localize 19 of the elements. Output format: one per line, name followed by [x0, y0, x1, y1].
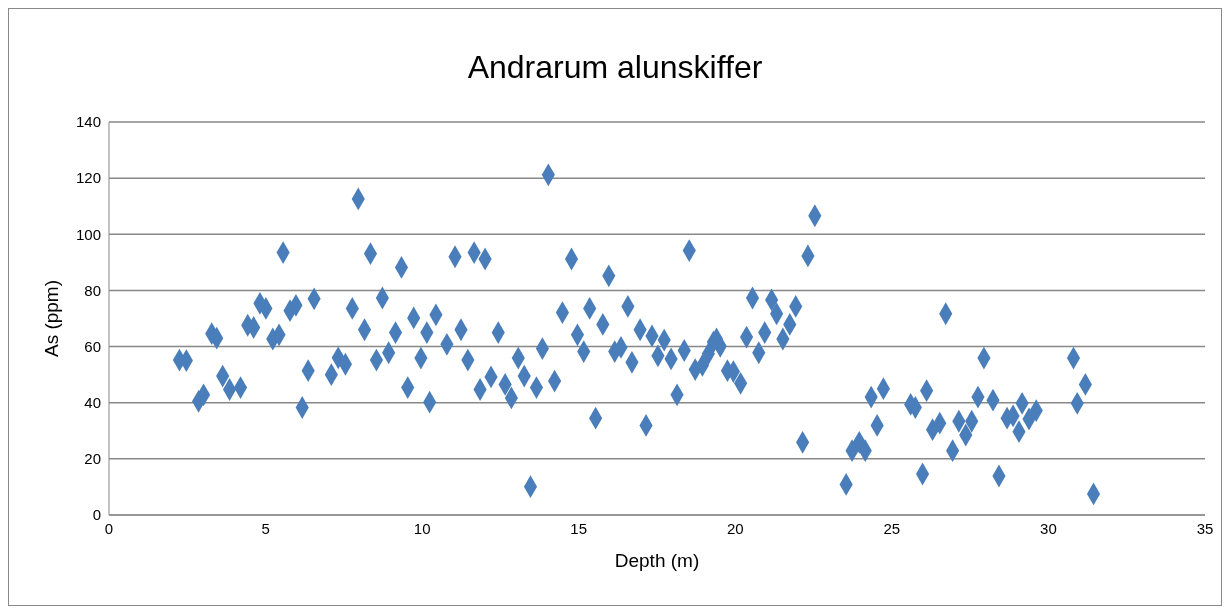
- x-tick-label: 10: [413, 519, 431, 537]
- y-tick-label: 20: [84, 450, 101, 468]
- x-tick-label: 30: [1040, 519, 1057, 537]
- x-axis-title: Depth (m): [614, 550, 700, 571]
- x-tick-label: 15: [570, 519, 588, 537]
- y-tick-label: 100: [75, 225, 101, 243]
- x-tick-label: 0: [104, 519, 114, 537]
- y-tick-label: 140: [75, 113, 101, 131]
- y-tick-label: 40: [84, 394, 101, 412]
- y-axis-title: As (ppm): [40, 279, 62, 358]
- y-tick-label: 60: [84, 337, 101, 355]
- y-tick-label: 120: [75, 169, 101, 187]
- x-tick-label: 25: [883, 519, 901, 537]
- y-tick-label: 80: [84, 281, 101, 299]
- chart-title: Andrarum alunskiffer: [466, 49, 764, 86]
- x-tick-label: 35: [1196, 519, 1214, 537]
- x-tick-label: 20: [726, 519, 744, 537]
- y-tick-label: 0: [92, 506, 101, 524]
- x-tick-label: 5: [261, 519, 270, 537]
